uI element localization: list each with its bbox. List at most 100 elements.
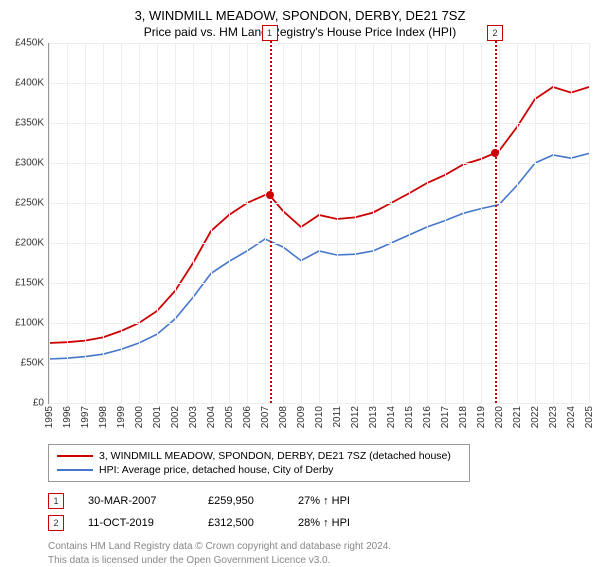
legend: 3, WINDMILL MEADOW, SPONDON, DERBY, DE21… — [48, 444, 470, 482]
x-tick-label: 2011 — [332, 406, 343, 428]
y-tick-label: £350K — [15, 118, 44, 129]
sale-date: 11-OCT-2019 — [88, 517, 188, 529]
x-tick-label: 2025 — [584, 406, 595, 428]
x-tick-label: 2024 — [566, 406, 577, 428]
x-tick-label: 1995 — [44, 406, 55, 428]
sales-table: 1 30-MAR-2007 £259,950 27% ↑ HPI 2 11-OCT-201… — [48, 490, 600, 534]
chart-subtitle: Price paid vs. HM Land Registry's House … — [0, 23, 600, 43]
x-tick-label: 2010 — [314, 406, 325, 428]
y-tick-label: £300K — [15, 158, 44, 169]
y-tick-label: £400K — [15, 78, 44, 89]
gridline-v — [211, 43, 212, 403]
gridline-v — [301, 43, 302, 403]
sale-row: 1 30-MAR-2007 £259,950 27% ↑ HPI — [48, 490, 600, 512]
x-tick-label: 2012 — [350, 406, 361, 428]
sale-date: 30-MAR-2007 — [88, 495, 188, 507]
gridline-v — [157, 43, 158, 403]
gridline-v — [139, 43, 140, 403]
chart-title: 3, WINDMILL MEADOW, SPONDON, DERBY, DE21… — [0, 0, 600, 23]
x-tick-label: 2004 — [206, 406, 217, 428]
sale-marker-box: 2 — [48, 515, 64, 531]
x-tick-label: 2009 — [296, 406, 307, 428]
gridline-v — [103, 43, 104, 403]
y-tick-label: £50K — [21, 358, 44, 369]
marker-dot — [266, 191, 274, 199]
gridline-v — [589, 43, 590, 403]
page: 3, WINDMILL MEADOW, SPONDON, DERBY, DE21… — [0, 0, 600, 560]
y-tick-label: £450K — [15, 38, 44, 49]
gridline-v — [499, 43, 500, 403]
gridline-v — [391, 43, 392, 403]
gridline-v — [283, 43, 284, 403]
x-tick-label: 2000 — [134, 406, 145, 428]
x-tick-label: 1999 — [116, 406, 127, 428]
marker-box: 2 — [487, 25, 503, 41]
legend-swatch — [57, 455, 93, 457]
gridline-v — [247, 43, 248, 403]
gridline-v — [319, 43, 320, 403]
gridline-v — [373, 43, 374, 403]
y-tick-label: £0 — [33, 398, 44, 409]
x-tick-label: 1996 — [62, 406, 73, 428]
y-tick-label: £250K — [15, 198, 44, 209]
gridline-v — [67, 43, 68, 403]
x-tick-label: 2019 — [476, 406, 487, 428]
x-tick-label: 2015 — [404, 406, 415, 428]
x-tick-label: 1997 — [80, 406, 91, 428]
legend-swatch — [57, 469, 93, 471]
marker-line — [270, 28, 272, 403]
gridline-v — [175, 43, 176, 403]
x-tick-label: 2007 — [260, 406, 271, 428]
x-tick-label: 2017 — [440, 406, 451, 428]
x-tick-label: 2014 — [386, 406, 397, 428]
footer-line-1: Contains HM Land Registry data © Crown c… — [48, 540, 600, 554]
gridline-v — [517, 43, 518, 403]
x-tick-label: 2016 — [422, 406, 433, 428]
gridline-v — [49, 43, 50, 403]
gridline-v — [463, 43, 464, 403]
y-tick-label: £200K — [15, 238, 44, 249]
gridline-v — [121, 43, 122, 403]
legend-row: HPI: Average price, detached house, City… — [57, 463, 461, 477]
sale-marker-box: 1 — [48, 493, 64, 509]
x-tick-label: 2022 — [530, 406, 541, 428]
sale-hpi: 27% ↑ HPI — [298, 495, 378, 507]
x-tick-label: 2005 — [224, 406, 235, 428]
marker-dot — [491, 149, 499, 157]
gridline-v — [481, 43, 482, 403]
y-tick-label: £100K — [15, 318, 44, 329]
marker-box: 1 — [262, 25, 278, 41]
x-tick-label: 2003 — [188, 406, 199, 428]
x-tick-label: 1998 — [98, 406, 109, 428]
gridline-h — [49, 403, 589, 404]
x-tick-label: 2013 — [368, 406, 379, 428]
sale-price: £312,500 — [208, 517, 278, 529]
sale-hpi: 28% ↑ HPI — [298, 517, 378, 529]
gridline-v — [553, 43, 554, 403]
footer: Contains HM Land Registry data © Crown c… — [48, 540, 600, 567]
gridline-v — [265, 43, 266, 403]
gridline-v — [355, 43, 356, 403]
gridline-v — [571, 43, 572, 403]
gridline-v — [85, 43, 86, 403]
legend-label: 3, WINDMILL MEADOW, SPONDON, DERBY, DE21… — [99, 450, 451, 462]
x-tick-label: 2001 — [152, 406, 163, 428]
x-tick-label: 2021 — [512, 406, 523, 428]
footer-line-2: This data is licensed under the Open Gov… — [48, 554, 600, 567]
x-tick-label: 2006 — [242, 406, 253, 428]
gridline-v — [445, 43, 446, 403]
legend-label: HPI: Average price, detached house, City… — [99, 464, 333, 476]
marker-line — [495, 28, 497, 403]
legend-row: 3, WINDMILL MEADOW, SPONDON, DERBY, DE21… — [57, 449, 461, 463]
y-tick-label: £150K — [15, 278, 44, 289]
x-tick-label: 2008 — [278, 406, 289, 428]
gridline-v — [535, 43, 536, 403]
gridline-v — [193, 43, 194, 403]
gridline-v — [409, 43, 410, 403]
sale-price: £259,950 — [208, 495, 278, 507]
gridline-v — [229, 43, 230, 403]
x-tick-label: 2018 — [458, 406, 469, 428]
x-tick-label: 2002 — [170, 406, 181, 428]
gridline-v — [427, 43, 428, 403]
gridline-v — [337, 43, 338, 403]
